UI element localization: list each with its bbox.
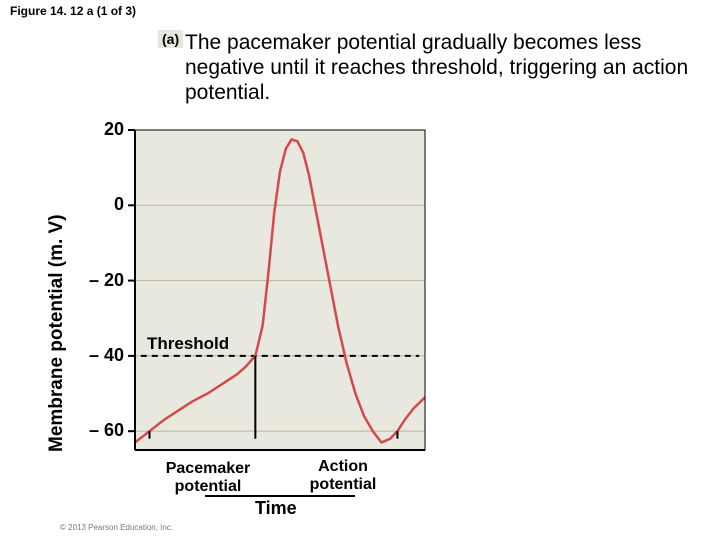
ytick-0: 20 xyxy=(74,119,124,140)
copyright-text: © 2013 Pearson Education, Inc. xyxy=(60,523,173,532)
ytick-1: 0 xyxy=(74,194,124,215)
region-action: Action potential xyxy=(293,458,393,493)
region-pacemaker: Pacemaker potential xyxy=(148,460,268,495)
threshold-label: Threshold xyxy=(147,334,229,354)
ytick-2: – 20 xyxy=(74,270,124,291)
page-root: { "figure_label": { "text": "Figure 14. … xyxy=(0,0,720,540)
ytick-3: – 40 xyxy=(74,345,124,366)
ytick-4: – 60 xyxy=(74,420,124,441)
